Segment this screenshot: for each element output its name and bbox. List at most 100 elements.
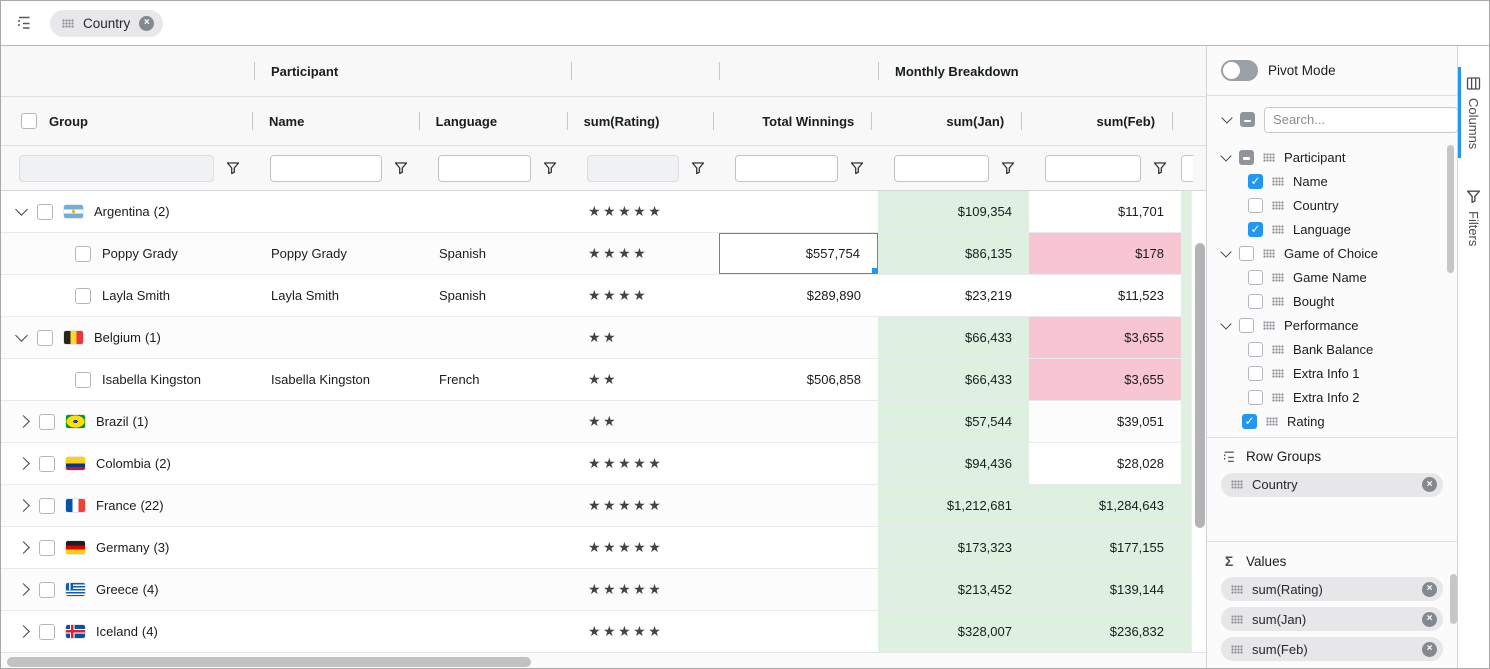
tree-item-extra-info-2[interactable]: Extra Info 2 bbox=[1207, 385, 1457, 409]
sum-mar-partial-cell[interactable] bbox=[1181, 485, 1193, 526]
select-all-columns-checkbox[interactable] bbox=[1240, 112, 1256, 128]
sum-jan-cell[interactable]: $213,452 bbox=[878, 569, 1029, 610]
tree-item-bank-balance[interactable]: Bank Balance bbox=[1207, 337, 1457, 361]
column-search-input[interactable] bbox=[1264, 106, 1459, 133]
row-checkbox[interactable] bbox=[75, 287, 91, 304]
column-checkbox[interactable] bbox=[1239, 149, 1255, 165]
sum-feb-cell[interactable]: $178 bbox=[1029, 233, 1181, 274]
sum-mar-partial-cell[interactable] bbox=[1181, 317, 1193, 358]
winnings-filter-input[interactable] bbox=[735, 154, 838, 182]
total-winnings-cell[interactable] bbox=[719, 191, 878, 232]
group-cell[interactable]: Isabella Kingston bbox=[1, 359, 254, 400]
group-filter-funnel-icon[interactable] bbox=[220, 155, 246, 181]
language-cell[interactable] bbox=[422, 485, 571, 526]
total-winnings-cell[interactable]: $289,890 bbox=[806, 288, 861, 303]
jan-filter-input[interactable] bbox=[894, 154, 989, 182]
name-cell[interactable]: Isabella Kingston bbox=[271, 372, 371, 387]
name-cell[interactable] bbox=[254, 191, 422, 232]
remove-chip-icon[interactable]: × bbox=[1422, 581, 1438, 597]
row-checkbox[interactable] bbox=[75, 371, 91, 388]
remove-chip-icon[interactable]: × bbox=[1422, 477, 1438, 492]
group-cell[interactable]: Layla Smith bbox=[1, 275, 254, 316]
pivot-mode-toggle[interactable] bbox=[1221, 60, 1259, 82]
group-cell[interactable]: Iceland (4) bbox=[1, 611, 254, 652]
tree-item-participant[interactable]: Participant bbox=[1207, 145, 1457, 169]
sum-feb-cell[interactable]: $3,655 bbox=[1029, 359, 1181, 400]
tree-item-name[interactable]: Name bbox=[1207, 169, 1457, 193]
group-cell[interactable]: Greece (4) bbox=[1, 569, 254, 610]
sum-jan-cell[interactable]: $86,135 bbox=[878, 233, 1029, 274]
rating-filter-funnel-icon[interactable] bbox=[685, 155, 711, 181]
tree-item-performance[interactable]: Performance bbox=[1207, 313, 1457, 337]
tab-filters[interactable]: Filters bbox=[1458, 180, 1489, 255]
tree-item-rating[interactable]: Rating bbox=[1207, 409, 1457, 433]
group-cell[interactable]: Belgium (1) bbox=[1, 317, 254, 358]
name-cell[interactable] bbox=[254, 569, 422, 610]
total-winnings-cell[interactable] bbox=[719, 611, 878, 652]
remove-group-icon[interactable]: × bbox=[139, 15, 155, 31]
rating-stars-cell[interactable]: ★★★★★ bbox=[588, 455, 664, 471]
tree-item-language[interactable]: Language bbox=[1207, 217, 1457, 241]
row-checkbox[interactable] bbox=[37, 329, 53, 346]
grid-horizontal-scrollbar[interactable] bbox=[1, 652, 1207, 668]
column-checkbox[interactable] bbox=[1248, 341, 1264, 357]
rating-stars-cell[interactable]: ★★ bbox=[588, 329, 619, 345]
sum-feb-cell[interactable]: $28,028 bbox=[1117, 456, 1164, 471]
sum-mar-partial-cell[interactable] bbox=[1181, 359, 1193, 400]
expand-group-icon[interactable] bbox=[17, 541, 30, 554]
expand-group-icon[interactable] bbox=[17, 457, 30, 470]
sum-mar-partial-cell[interactable] bbox=[1181, 443, 1193, 484]
name-cell[interactable] bbox=[254, 443, 422, 484]
name-filter-input[interactable] bbox=[270, 154, 382, 182]
column-header-language[interactable]: Language bbox=[419, 97, 567, 145]
select-all-checkbox[interactable] bbox=[21, 113, 37, 129]
language-cell[interactable] bbox=[422, 443, 571, 484]
sum-jan-cell[interactable]: $109,354 bbox=[878, 191, 1029, 232]
name-filter-funnel-icon[interactable] bbox=[388, 155, 414, 181]
tree-item-extra-info-1[interactable]: Extra Info 1 bbox=[1207, 361, 1457, 385]
language-cell[interactable] bbox=[422, 191, 571, 232]
rating-stars-cell[interactable]: ★★★★★ bbox=[588, 623, 664, 639]
row-checkbox[interactable] bbox=[39, 539, 55, 556]
grid-horizontal-scrollbar-thumb[interactable] bbox=[7, 656, 531, 667]
language-cell[interactable]: Spanish bbox=[439, 246, 486, 261]
chevron-down-icon[interactable] bbox=[1220, 150, 1232, 162]
column-checkbox[interactable] bbox=[1248, 365, 1264, 381]
rating-stars-cell[interactable]: ★★★★★ bbox=[588, 203, 664, 219]
column-header-total-winnings[interactable]: Total Winnings bbox=[713, 97, 871, 145]
sum-jan-cell[interactable]: $1,212,681 bbox=[878, 485, 1029, 526]
rating-stars-cell[interactable]: ★★★★ bbox=[588, 287, 649, 303]
total-winnings-cell[interactable] bbox=[719, 569, 878, 610]
row-checkbox[interactable] bbox=[39, 497, 55, 514]
sum-jan-cell[interactable]: $94,436 bbox=[878, 443, 1029, 484]
tree-item-bought[interactable]: Bought bbox=[1207, 289, 1457, 313]
language-filter-input[interactable] bbox=[438, 154, 531, 182]
rating-stars-cell[interactable]: ★★★★★ bbox=[588, 539, 664, 555]
sum-jan-cell[interactable]: $328,007 bbox=[878, 611, 1029, 652]
panel-chip-sum-feb-[interactable]: sum(Feb) × bbox=[1221, 637, 1444, 661]
column-checkbox[interactable] bbox=[1239, 317, 1255, 333]
feb-filter-input[interactable] bbox=[1045, 154, 1141, 182]
sum-mar-partial-cell[interactable] bbox=[1181, 233, 1193, 274]
total-winnings-cell[interactable]: $506,858 bbox=[806, 372, 861, 387]
collapse-group-icon[interactable] bbox=[15, 329, 28, 342]
column-checkbox[interactable] bbox=[1248, 197, 1264, 213]
name-cell[interactable]: Layla Smith bbox=[271, 288, 339, 303]
expand-all-chevron-icon[interactable] bbox=[1221, 112, 1233, 124]
column-checkbox[interactable] bbox=[1242, 413, 1258, 429]
mar-filter-input[interactable] bbox=[1181, 154, 1193, 182]
rating-stars-cell[interactable]: ★★★★ bbox=[588, 245, 649, 261]
total-winnings-cell-selected[interactable]: $557,754 bbox=[719, 233, 878, 274]
sum-feb-cell[interactable]: $39,051 bbox=[1117, 414, 1164, 429]
row-checkbox[interactable] bbox=[39, 623, 55, 640]
column-header-group[interactable]: Group bbox=[1, 97, 252, 145]
sum-feb-cell[interactable]: $11,523 bbox=[1117, 288, 1164, 303]
language-cell[interactable]: Spanish bbox=[439, 288, 486, 303]
grid-vertical-scrollbar-thumb[interactable] bbox=[1194, 243, 1205, 528]
sum-jan-cell[interactable]: $66,433 bbox=[878, 359, 1029, 400]
group-cell[interactable]: Colombia (2) bbox=[1, 443, 254, 484]
name-cell[interactable] bbox=[254, 401, 422, 442]
feb-filter-funnel-icon[interactable] bbox=[1147, 155, 1173, 181]
collapse-group-icon[interactable] bbox=[15, 203, 28, 216]
sum-jan-cell[interactable]: $57,544 bbox=[878, 401, 1029, 442]
